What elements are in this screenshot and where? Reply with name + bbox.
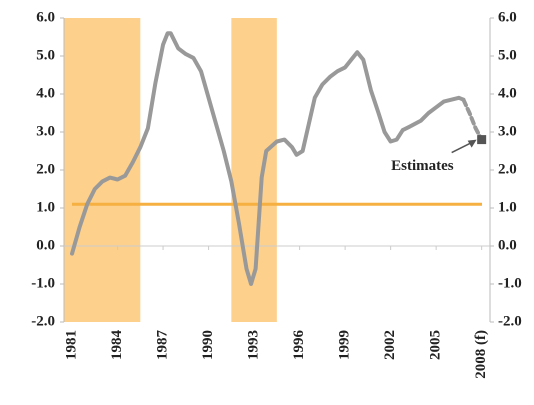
y2-tick-label: 1.0: [498, 199, 517, 215]
y2-tick-label: -2.0: [498, 313, 522, 329]
y-tick-label: -1.0: [31, 275, 55, 291]
data-line: [70, 31, 466, 286]
y-tick-label: 6.0: [36, 9, 55, 25]
y-tick-label: 5.0: [36, 47, 55, 63]
x-tick-label: 1993: [246, 330, 262, 360]
end-marker: [477, 135, 487, 145]
x-tick-label: 1981: [63, 330, 79, 360]
x-tick-label: 1990: [200, 330, 216, 360]
x-tick-label: 2002: [382, 330, 398, 360]
data-line: [461, 97, 484, 142]
y-tick-label: 1.0: [36, 199, 55, 215]
y-tick-label: -2.0: [31, 313, 55, 329]
y2-tick-label: 2.0: [498, 161, 517, 177]
x-tick-label: 1999: [337, 330, 353, 360]
y2-tick-label: 4.0: [498, 85, 517, 101]
annotation-arrowhead: [467, 139, 477, 148]
y2-tick-label: 0.0: [498, 237, 517, 253]
y2-tick-label: 6.0: [498, 9, 517, 25]
y-tick-label: 2.0: [36, 161, 55, 177]
annotation: Estimates: [391, 158, 454, 174]
x-tick-label: 1984: [109, 330, 125, 361]
y2-tick-label: -1.0: [498, 275, 522, 291]
y-tick-label: 3.0: [36, 123, 55, 139]
x-tick-label: 1987: [155, 330, 171, 361]
x-tick-label: 2008 (f): [473, 330, 489, 379]
y2-tick-label: 3.0: [498, 123, 517, 139]
x-tick-label: 2005: [428, 330, 444, 360]
x-tick-label: 1996: [291, 330, 307, 361]
y2-tick-label: 5.0: [498, 47, 517, 63]
y-tick-label: 0.0: [36, 237, 55, 253]
y-tick-label: 4.0: [36, 85, 55, 101]
